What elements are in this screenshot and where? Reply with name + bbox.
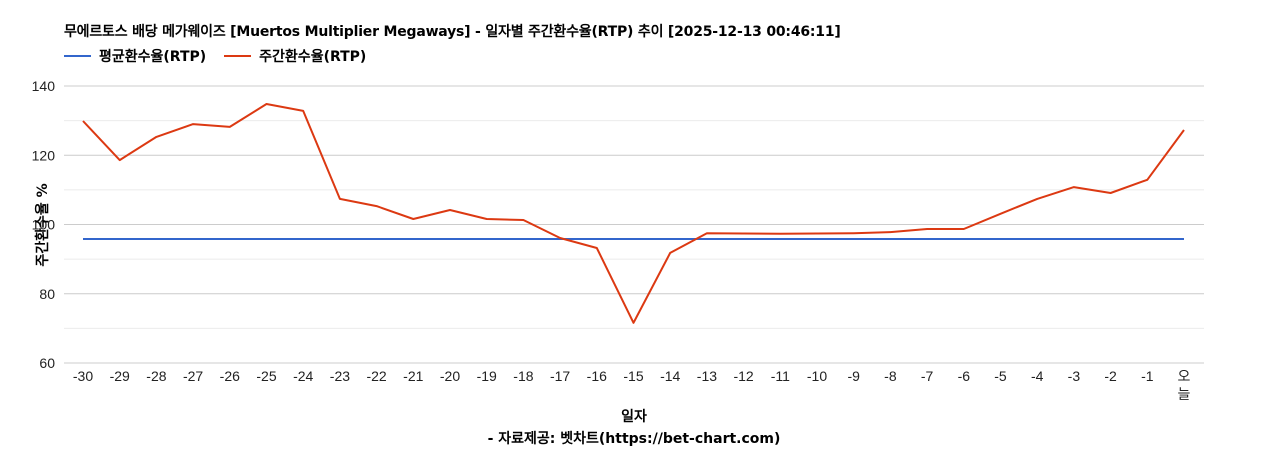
x-tick-label: 오 <box>1178 368 1191 384</box>
y-tick-label: 120 <box>32 147 56 163</box>
x-tick-label: -28 <box>146 368 166 384</box>
legend-line-icon <box>64 55 91 57</box>
chart-title: 무에르토스 배당 메가웨이즈 [Muertos Multiplier Megaw… <box>64 24 841 40</box>
legend: 평균환수율(RTP) 주간환수율(RTP) <box>64 46 384 66</box>
x-tick-label: -1 <box>1141 368 1154 384</box>
x-tick-label: -7 <box>921 368 934 384</box>
x-tick-label: -26 <box>220 368 240 384</box>
x-tick-label: 늘 <box>1178 386 1191 402</box>
y-axis-label: 주간환수율 % <box>34 183 51 266</box>
y-tick-label: 80 <box>39 286 55 302</box>
x-tick-label: -30 <box>73 368 93 384</box>
x-tick-label: -5 <box>994 368 1007 384</box>
legend-item-weekly-rtp[interactable]: 주간환수율(RTP) <box>224 46 366 66</box>
x-axis-label: 일자 <box>621 409 647 425</box>
gridlines <box>64 85 1204 364</box>
x-tick-label: -2 <box>1104 368 1117 384</box>
x-tick-label: -15 <box>623 368 643 384</box>
legend-line-icon <box>224 55 252 57</box>
x-tick-label: -6 <box>958 368 971 384</box>
x-tick-label: -20 <box>440 368 460 384</box>
x-tick-label: -11 <box>771 368 790 384</box>
x-tick-label: -9 <box>847 368 860 384</box>
y-tick-label: 60 <box>39 355 55 371</box>
legend-label: 평균환수율(RTP) <box>99 49 207 65</box>
y-axis-ticks: 60 80 100 120 140 <box>32 78 56 371</box>
x-tick-label: -27 <box>183 368 203 384</box>
x-tick-label: -12 <box>733 368 753 384</box>
x-tick-label: -25 <box>256 368 276 384</box>
series-lines <box>82 103 1185 324</box>
x-tick-label: -19 <box>477 368 497 384</box>
x-axis-ticks: -30 -29 -28 -27 -26 -25 -24 -23 -22 -21 -20 -19 -18 -… <box>73 368 1191 402</box>
x-tick-label: -18 <box>513 368 533 384</box>
x-tick-label: -14 <box>660 368 680 384</box>
x-tick-label: -16 <box>587 368 607 384</box>
x-tick-label: -24 <box>293 368 313 384</box>
legend-label: 주간환수율(RTP) <box>259 49 367 65</box>
x-tick-label: -29 <box>110 368 130 384</box>
data-source-credit: - 자료제공: 벳차트(https://bet-chart.com) <box>487 431 781 447</box>
y-tick-label: 100 <box>32 217 56 233</box>
x-tick-label: -21 <box>403 368 423 384</box>
x-tick-label: -23 <box>330 368 350 384</box>
x-tick-label: -3 <box>1068 368 1081 384</box>
y-tick-label: 140 <box>32 78 56 94</box>
series-line-weekly-rtp[interactable] <box>82 103 1185 324</box>
legend-item-average-rtp[interactable]: 평균환수율(RTP) <box>64 46 206 66</box>
x-tick-label: -22 <box>366 368 386 384</box>
x-tick-label: -4 <box>1031 368 1044 384</box>
x-tick-label: -10 <box>807 368 827 384</box>
x-tick-label: -13 <box>697 368 717 384</box>
x-tick-label: -17 <box>550 368 570 384</box>
x-tick-label: -8 <box>884 368 897 384</box>
